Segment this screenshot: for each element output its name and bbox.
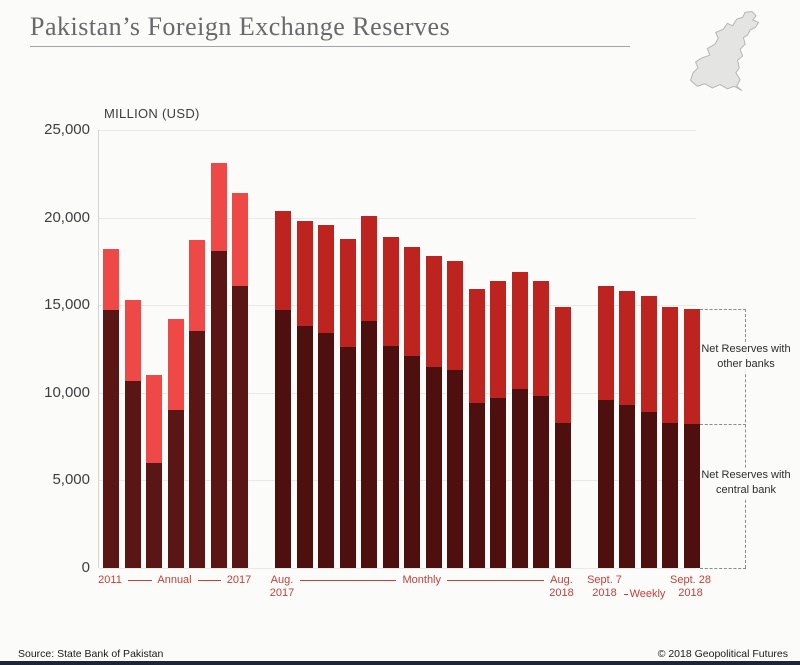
stacked-bar-weekly-1 (597, 285, 614, 568)
y-tick-label: 10,000 (44, 383, 90, 401)
bar-segment-central-bank (210, 250, 227, 568)
bar-segment-central-bank (275, 310, 291, 568)
x-axis-connector-line (197, 580, 221, 581)
copyright-credit: © 2018 Geopolitical Futures (657, 648, 788, 660)
bar-segment-central-bank (296, 326, 313, 568)
stacked-bar-monthly-6 (382, 236, 399, 568)
y-tick-label: 20,000 (44, 208, 90, 226)
pakistan-map-icon (690, 11, 760, 91)
bar-segment-central-bank (232, 285, 248, 568)
stacked-bar-monthly-5 (361, 215, 377, 568)
x-axis-connector-line (624, 594, 628, 595)
bar-segment-central-bank (597, 399, 614, 568)
bar-segment-central-bank (662, 422, 678, 568)
stacked-bar-monthly-3 (318, 224, 334, 568)
x-axis-label-weekly-end: Sept. 28 2018 (670, 574, 711, 599)
gridline (99, 217, 696, 219)
stacked-bar-annual-2011 (103, 249, 119, 568)
stacked-bar-monthly-8 (425, 256, 442, 568)
x-axis-label-annual-end: 2017 (226, 574, 252, 586)
bar-segment-central-bank (683, 424, 700, 568)
stacked-bar-monthly-4 (339, 238, 356, 568)
stacked-bar-annual-2014 (167, 319, 184, 568)
stacked-bar-monthly-9 (447, 261, 463, 568)
y-axis-ticks: 25,000 20,000 15,000 10,000 5,000 0 (28, 122, 90, 576)
stacked-bar-monthly-10 (468, 289, 485, 568)
stacked-bar-monthly-13 (533, 280, 549, 568)
page-title: Pakistan’s Foreign Exchange Reserves (30, 12, 451, 41)
x-axis-connector-line (447, 580, 544, 581)
stacked-bar-monthly-14 (554, 306, 571, 568)
y-tick-label: 25,000 (44, 121, 90, 138)
x-axis-label-weekly: Weekly (629, 588, 666, 600)
stacked-bar-monthly-11 (490, 280, 506, 568)
bar-segment-central-bank (339, 347, 356, 568)
annotation-dash-bottom (700, 568, 746, 569)
bar-segment-central-bank (146, 462, 162, 568)
stacked-bar-weekly-4 (662, 306, 678, 568)
stacked-bar-annual-2017 (232, 193, 248, 568)
x-axis-label-weekly-start: Sept. 7 2018 (587, 574, 622, 599)
stacked-bar-annual-2015 (189, 240, 205, 568)
stacked-bar-annual-2013 (146, 375, 162, 568)
y-axis-title: MILLION (USD) (104, 106, 200, 121)
legend-central-bank: Net Reserves with central bank (701, 468, 791, 498)
bar-segment-central-bank (382, 345, 399, 568)
x-axis-label-annual-start: 2011 (98, 574, 122, 586)
stacked-bar-weekly-3 (640, 296, 657, 568)
stacked-bar-monthly-7 (404, 247, 420, 568)
stacked-bar-monthly-12 (511, 271, 528, 568)
bar-segment-central-bank (167, 410, 184, 568)
source-credit: Source: State Bank of Pakistan (18, 648, 164, 660)
gridline (99, 568, 696, 569)
plot-area (98, 130, 700, 569)
bar-segment-central-bank (490, 398, 506, 568)
bar-segment-central-bank (318, 333, 334, 568)
bar-segment-central-bank (361, 320, 377, 568)
annotation-dash-top (700, 308, 746, 310)
stacked-bar-monthly-2 (296, 221, 313, 568)
stacked-bar-monthly-1 (275, 210, 291, 568)
y-tick-label: 15,000 (44, 296, 90, 314)
bar-segment-central-bank (554, 422, 571, 568)
stacked-bar-annual-2016 (210, 163, 227, 568)
bar-segment-central-bank (533, 396, 549, 568)
y-tick-label: 0 (81, 559, 90, 576)
bar-segment-central-bank (425, 366, 442, 568)
legend-other-banks: Net Reserves with other banks (701, 342, 791, 372)
annotation-dash-vertical (745, 308, 746, 568)
x-axis-label-monthly-end: Aug. 2018 (549, 574, 574, 599)
footer-accent-bar (0, 661, 800, 665)
x-axis-label-monthly: Monthly (402, 574, 442, 586)
x-axis-connector-line (128, 580, 152, 581)
x-axis-label-annual: Annual (157, 574, 192, 586)
stacked-bar-weekly-2 (619, 291, 635, 568)
bar-segment-central-bank (103, 310, 119, 568)
bar-segment-central-bank (404, 356, 420, 568)
x-axis-label-monthly-start: Aug. 2017 (269, 574, 295, 599)
bar-segment-central-bank (511, 389, 528, 568)
y-tick-label: 5,000 (52, 471, 90, 489)
bar-segment-central-bank (124, 380, 141, 568)
bar-segment-central-bank (189, 331, 205, 568)
title-underline (30, 46, 630, 47)
bar-segment-central-bank (619, 405, 635, 568)
x-axis-connector-line (300, 580, 397, 581)
bar-segment-central-bank (640, 412, 657, 568)
bar-segment-central-bank (468, 403, 485, 568)
stacked-bar-weekly-5 (683, 308, 700, 568)
gridline (99, 130, 696, 131)
stacked-bar-annual-2012 (124, 299, 141, 568)
annotation-dash-middle (700, 424, 746, 426)
bar-segment-central-bank (447, 370, 463, 568)
